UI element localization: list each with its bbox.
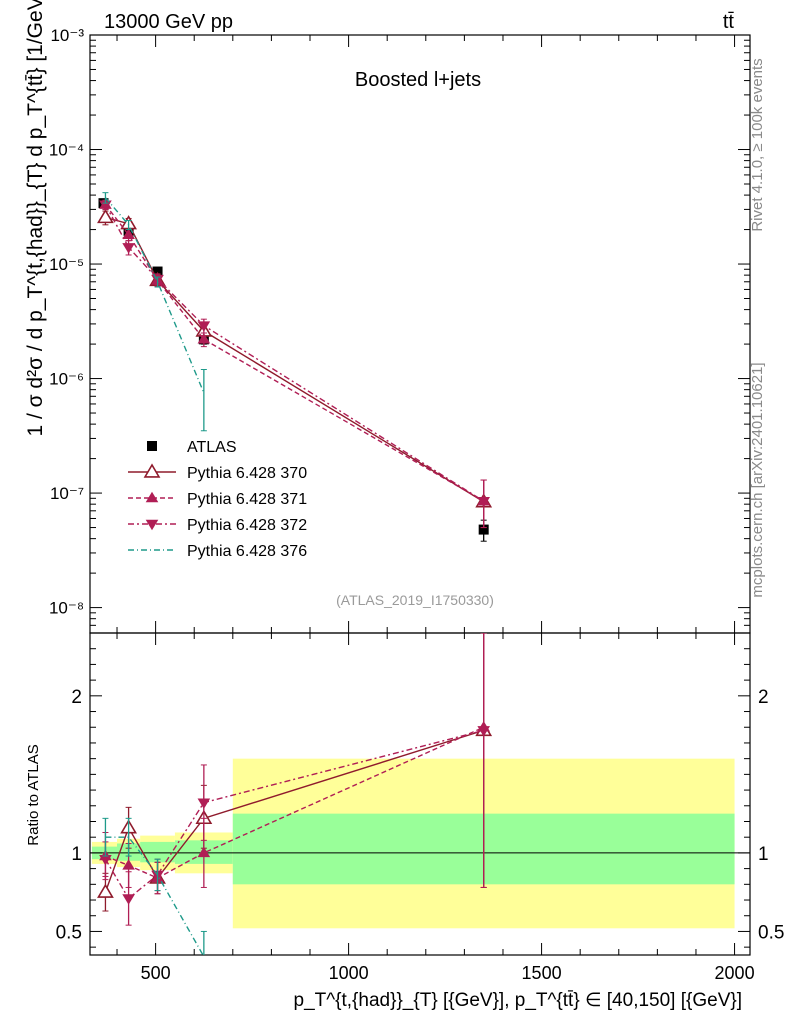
rivet-label: Rivet 4.1.0, ≥ 100k events (749, 58, 766, 231)
legend-label: Pythia 6.428 371 (187, 491, 307, 508)
series-line-2 (104, 204, 485, 502)
ratio-series-group (97, 633, 493, 955)
ratio-point (122, 894, 135, 905)
x-tick-label: 1000 (329, 963, 369, 983)
data-point (122, 228, 135, 240)
chart-title: Boosted l+jets (355, 69, 481, 91)
energy-label: 13000 GeV pp (104, 11, 233, 33)
legend-label: Pythia 6.428 376 (187, 543, 307, 560)
data-point (99, 200, 112, 211)
series-line-4 (104, 197, 205, 394)
ratio-tick-label-right: 2 (758, 687, 769, 708)
ratio-point (197, 846, 211, 858)
x-axis-label: p_T^{t,{had}}_{T} [{GeV}], p_T^{tt̄} ∈ [… (294, 990, 743, 1011)
y-tick-label: 10⁻⁴ (49, 141, 84, 160)
ratio-point (197, 798, 211, 809)
legend-label: ATLAS (187, 439, 237, 456)
data-point (197, 321, 211, 332)
ratio-line-4 (105, 836, 204, 955)
legend-marker (145, 491, 159, 503)
main-series-group (97, 192, 493, 542)
y-tick-label: 10⁻⁷ (50, 484, 84, 503)
analysis-tag: (ATLAS_2019_I1750330) (336, 592, 494, 608)
legend-label: Pythia 6.428 372 (187, 517, 307, 534)
x-tick-label: 1500 (522, 963, 562, 983)
legend-marker (143, 463, 161, 478)
legend-label: Pythia 6.428 370 (187, 465, 307, 482)
ratio-point (477, 726, 490, 737)
series-line-1 (105, 216, 485, 503)
data-point (477, 496, 490, 508)
y-tick-label: 10⁻⁶ (49, 370, 84, 389)
ratio-tick-label: 1 (71, 844, 82, 865)
ratio-point (97, 883, 114, 898)
x-tick-label: 2000 (715, 963, 755, 983)
data-point (478, 524, 489, 535)
legend-marker (147, 441, 157, 451)
ratio-line-3 (104, 729, 484, 900)
legend: ATLAS Pythia 6.428 370 Pythia 6.428 371 Pyt… (128, 439, 307, 560)
y-tick-label: 10⁻³ (50, 26, 84, 45)
ratio-tick-label-right: 0.5 (758, 922, 784, 943)
ratio-tick-label: 0.5 (56, 922, 82, 943)
y-tick-label: 10⁻⁵ (49, 255, 84, 274)
data-point (197, 333, 211, 344)
data-point (152, 266, 163, 277)
ratio-axis-label: Ratio to ATLAS (25, 744, 42, 845)
series-line-3 (104, 204, 485, 502)
ratio-point (122, 859, 135, 870)
y-axis-label: 1 / σ d²σ / d p_T^{t,{had}}_{T} d p_T^{t… (24, 0, 47, 437)
data-point (97, 208, 114, 224)
ratio-plot-frame (89, 632, 751, 956)
y-tick-label: 10⁻⁸ (49, 599, 84, 618)
ratio-tick-label: 2 (71, 687, 82, 708)
x-tick-label: 500 (141, 963, 171, 983)
legend-marker (145, 519, 159, 531)
ratio-point (99, 854, 112, 866)
mcplots-label: mcplots.cern.ch [arXiv:2401.10621] (749, 362, 766, 597)
process-label: tt̄ (723, 11, 735, 33)
axes-group: 500 1000 1500 2000 10⁻⁸ 10⁻⁷ 10⁻⁶ 10⁻⁵ 10⁻⁴ 10⁻³ 0… (49, 26, 785, 983)
ratio-band-green-2 (140, 841, 175, 863)
ratio-uncertainty-bands (91, 758, 735, 929)
data-point (122, 243, 135, 254)
ratio-tick-label-right: 1 (758, 844, 769, 865)
